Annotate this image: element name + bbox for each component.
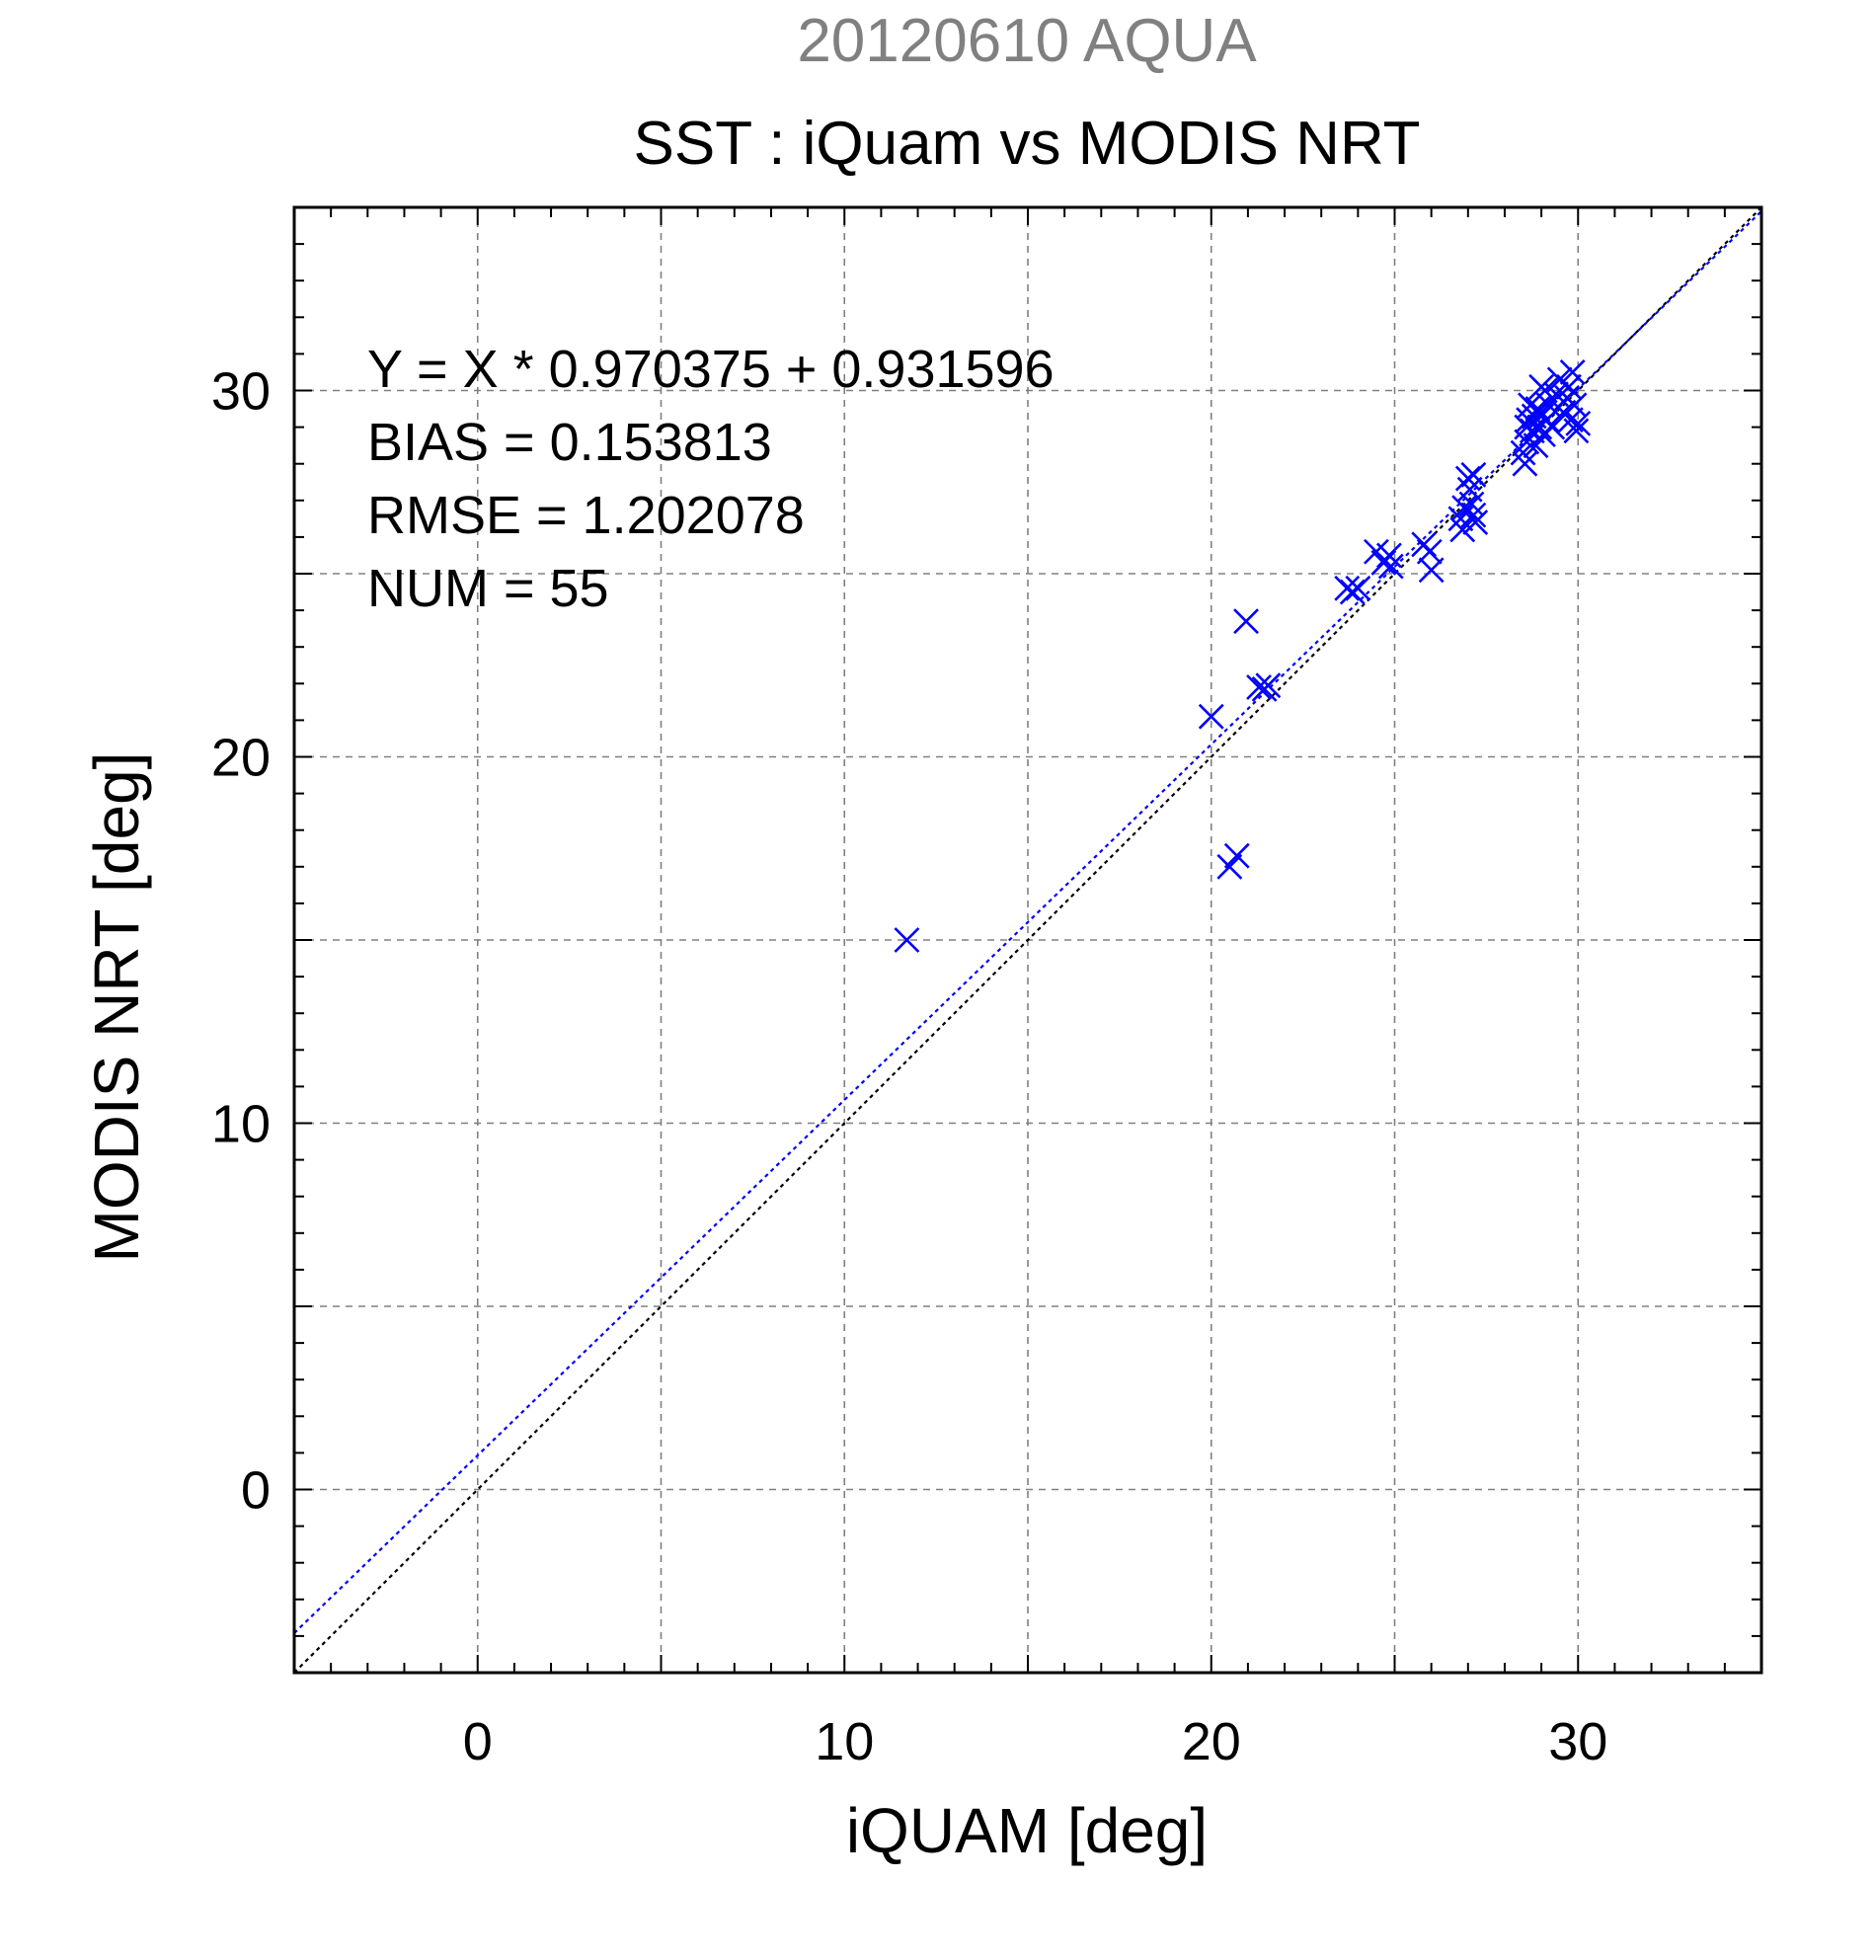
data-point bbox=[1334, 575, 1361, 601]
data-point bbox=[1460, 502, 1487, 528]
data-point bbox=[1563, 418, 1590, 444]
data-point bbox=[1454, 465, 1481, 492]
reference-lines bbox=[293, 206, 1762, 1674]
data-point bbox=[1223, 842, 1250, 869]
x-tick-label: 0 bbox=[463, 1712, 493, 1771]
chart-subtitle: 20120610 AQUA bbox=[797, 7, 1257, 75]
annotation-fit-equation: Y = X * 0.970375 + 0.931596 bbox=[367, 340, 1055, 399]
data-point bbox=[894, 927, 920, 953]
data-point bbox=[1255, 672, 1282, 699]
y-tick-label: 0 bbox=[241, 1461, 271, 1521]
fit-line bbox=[293, 210, 1762, 1634]
ticks-layer bbox=[294, 207, 1761, 1673]
data-point bbox=[1535, 392, 1562, 419]
annotation-num: NUM = 55 bbox=[367, 559, 609, 618]
data-point bbox=[1462, 510, 1489, 535]
chart-title: SST : iQuam vs MODIS NRT bbox=[634, 110, 1421, 178]
data-point bbox=[1449, 516, 1476, 543]
x-tick-label: 10 bbox=[815, 1712, 874, 1771]
data-point bbox=[1246, 674, 1272, 700]
y-tick-label: 30 bbox=[211, 362, 271, 422]
annotation-rmse: RMSE = 1.202078 bbox=[367, 486, 805, 545]
data-point bbox=[1376, 542, 1402, 569]
data-point bbox=[1345, 575, 1371, 601]
data-point bbox=[1559, 359, 1586, 385]
data-point bbox=[1565, 410, 1592, 436]
data-point bbox=[1198, 703, 1224, 730]
data-point bbox=[1514, 414, 1540, 440]
grid-layer bbox=[294, 207, 1761, 1673]
annotation-bias: BIAS = 0.153813 bbox=[367, 413, 772, 472]
identity-line bbox=[293, 206, 1762, 1674]
data-point bbox=[1370, 549, 1397, 576]
data-point bbox=[1411, 531, 1438, 558]
y-tick-label: 20 bbox=[211, 729, 271, 788]
data-point bbox=[1233, 608, 1259, 635]
data-points bbox=[894, 359, 1592, 953]
data-point bbox=[1339, 579, 1366, 605]
x-tick-label: 20 bbox=[1182, 1712, 1241, 1771]
y-axis-label: MODIS NRT [deg] bbox=[81, 752, 152, 1263]
data-point bbox=[1528, 373, 1555, 400]
data-point bbox=[1418, 557, 1445, 584]
data-point bbox=[1512, 450, 1538, 477]
data-point bbox=[1539, 414, 1566, 440]
data-point bbox=[1377, 553, 1404, 580]
x-axis-label: iQUAM [deg] bbox=[846, 1795, 1208, 1866]
data-point bbox=[1460, 461, 1487, 488]
tick-labels: 0 10 20 30 0 10 20 30 bbox=[211, 362, 1607, 1772]
data-point bbox=[1556, 373, 1582, 400]
data-point bbox=[1216, 853, 1243, 880]
x-tick-label: 30 bbox=[1548, 1712, 1607, 1771]
plot-frame bbox=[292, 205, 1763, 1675]
y-tick-label: 10 bbox=[211, 1095, 271, 1154]
